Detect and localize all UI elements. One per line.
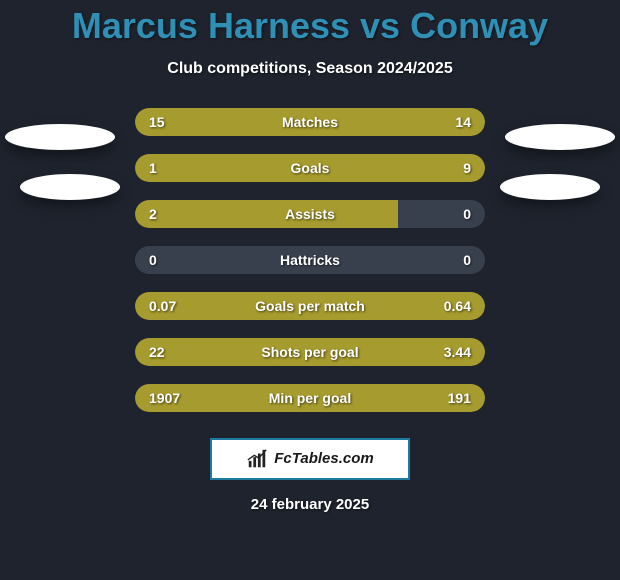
- infographic-container: Marcus Harness vs Conway Club competitio…: [0, 0, 620, 580]
- stat-row: 1514Matches: [135, 108, 485, 136]
- stat-label: Min per goal: [135, 390, 485, 406]
- player-right-marker-2: [500, 174, 600, 200]
- player-left-marker-1: [5, 124, 115, 150]
- stat-label: Assists: [135, 206, 485, 222]
- player-right-marker-1: [505, 124, 615, 150]
- stat-row: 00Hattricks: [135, 246, 485, 274]
- stat-label: Goals per match: [135, 298, 485, 314]
- stat-bars: 1514Matches 19Goals 20Assists 00Hattricks 0.…: [0, 108, 620, 412]
- chart-icon: [246, 448, 268, 470]
- stat-label: Matches: [135, 114, 485, 130]
- stat-row: 0.070.64Goals per match: [135, 292, 485, 320]
- stat-label: Hattricks: [135, 252, 485, 268]
- comparison-title: Marcus Harness vs Conway: [72, 6, 548, 46]
- subtitle: Club competitions, Season 2024/2025: [167, 60, 452, 78]
- generation-date: 24 february 2025: [251, 496, 369, 513]
- stat-row: 19Goals: [135, 154, 485, 182]
- stat-row: 223.44Shots per goal: [135, 338, 485, 366]
- player-left-marker-2: [20, 174, 120, 200]
- stat-label: Goals: [135, 160, 485, 176]
- watermark-text: FcTables.com: [274, 450, 373, 467]
- stat-label: Shots per goal: [135, 344, 485, 360]
- watermark-badge: FcTables.com: [210, 438, 410, 480]
- stat-row: 1907191Min per goal: [135, 384, 485, 412]
- stat-row: 20Assists: [135, 200, 485, 228]
